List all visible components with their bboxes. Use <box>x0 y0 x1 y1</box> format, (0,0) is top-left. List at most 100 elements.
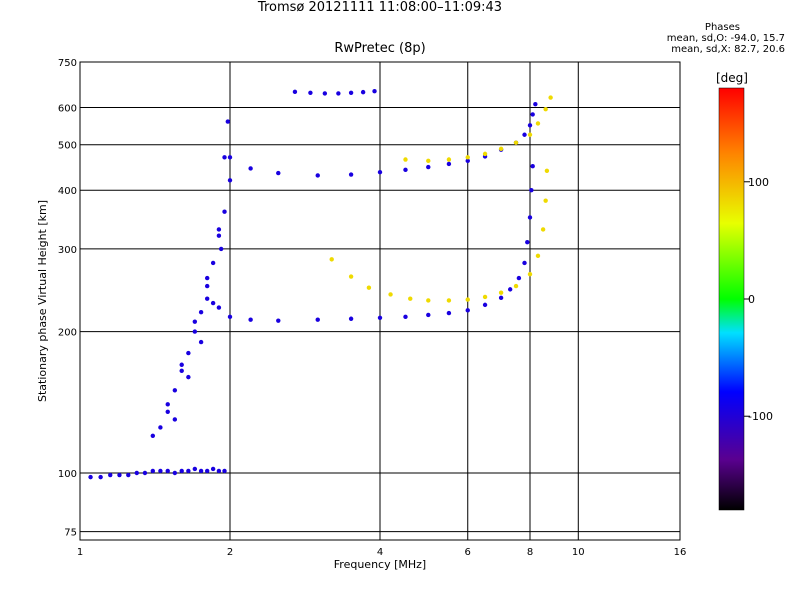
colorbar-tick-label: 0 <box>748 293 755 306</box>
data-point <box>535 121 541 126</box>
x-tick-label: 4 <box>377 547 383 558</box>
data-point <box>222 209 227 214</box>
data-point <box>186 374 191 380</box>
data-point <box>530 112 535 117</box>
data-point <box>225 119 231 124</box>
data-point <box>388 292 393 297</box>
data-point <box>308 90 313 95</box>
data-point <box>158 468 163 474</box>
data-point <box>276 318 281 323</box>
colorbar-ticks: -100 0 100 <box>744 176 773 423</box>
data-point <box>186 350 191 356</box>
data-point <box>186 468 191 474</box>
data-point <box>372 88 377 94</box>
colorbar-label: [deg] <box>716 71 748 85</box>
data-point <box>529 188 534 193</box>
y-tick-label: 750 <box>58 58 77 69</box>
data-point <box>198 339 204 345</box>
y-tick-label: 200 <box>58 328 77 339</box>
data-point <box>498 290 504 295</box>
data-point <box>198 468 204 474</box>
data-point <box>165 468 170 474</box>
data-point <box>227 178 233 183</box>
x-tick-label: 10 <box>572 547 585 558</box>
x-axis-label: Frequency [MHz] <box>334 558 426 571</box>
y-tick-label: 400 <box>58 186 77 197</box>
data-point <box>204 468 210 474</box>
data-point <box>482 294 488 300</box>
data-point <box>134 470 139 476</box>
data-point <box>543 107 548 112</box>
data-point <box>227 314 233 320</box>
data-point <box>446 310 452 316</box>
x-tick-label: 1 <box>77 547 83 558</box>
data-point <box>348 274 354 279</box>
chart-title: Tromsø 20121111 11:08:00–11:09:43 <box>257 0 503 15</box>
data-point <box>216 233 222 238</box>
data-point <box>513 283 519 289</box>
data-point <box>336 91 341 96</box>
data-point <box>210 300 216 306</box>
x-tick-label: 8 <box>527 547 533 558</box>
data-point <box>426 298 431 303</box>
y-axis-label: Stationary phase Virtual Height [km] <box>36 200 49 402</box>
data-point <box>98 474 103 480</box>
data-point <box>216 468 222 474</box>
data-point <box>88 474 93 480</box>
y-tick-label: 75 <box>64 528 77 539</box>
data-point <box>522 132 527 137</box>
y-tick-label: 500 <box>58 141 77 152</box>
data-point <box>248 317 253 322</box>
data-point <box>522 260 527 266</box>
data-point <box>527 132 533 137</box>
data-point <box>158 425 163 430</box>
y-tick-label: 100 <box>58 469 77 480</box>
y-tick-label: 300 <box>58 245 77 256</box>
data-point <box>482 302 488 308</box>
data-point <box>426 164 431 170</box>
data-point <box>498 146 504 152</box>
data-point <box>533 101 538 107</box>
data-point <box>117 472 122 478</box>
x-tick-label: 16 <box>674 547 687 558</box>
data-point <box>198 309 204 315</box>
data-point <box>216 227 222 232</box>
data-point <box>165 409 170 414</box>
data-point <box>366 285 372 290</box>
data-point <box>179 468 184 474</box>
x-tick-label: 2 <box>227 547 233 558</box>
data-point <box>544 168 550 173</box>
data-point <box>377 169 383 175</box>
data-point <box>507 287 513 292</box>
data-point <box>516 275 522 281</box>
data-point <box>535 253 541 259</box>
data-point <box>426 158 431 164</box>
data-point <box>222 468 227 474</box>
data-point <box>227 155 233 160</box>
data-point <box>465 308 470 313</box>
grid <box>80 62 680 540</box>
plot-frame <box>79 61 681 541</box>
data-point <box>403 167 408 173</box>
data-point <box>403 314 408 320</box>
data-point <box>204 296 210 301</box>
data-point <box>446 298 452 303</box>
data-point <box>204 283 210 289</box>
data-point <box>348 172 354 177</box>
data-point <box>543 198 548 203</box>
data-point <box>192 319 198 324</box>
data-point <box>540 227 546 232</box>
data-point <box>498 295 504 301</box>
data-point <box>179 368 184 374</box>
data-point <box>513 140 519 145</box>
data-point <box>165 402 170 407</box>
data-point <box>172 470 178 476</box>
data-point <box>465 297 470 302</box>
data-point <box>179 362 184 367</box>
data-point <box>465 155 470 160</box>
colorbar-tick-label: -100 <box>748 410 773 423</box>
x-axis: 1 2 4 6 8 10 16 <box>77 547 687 558</box>
data-points <box>88 88 553 480</box>
data-point <box>377 315 383 321</box>
